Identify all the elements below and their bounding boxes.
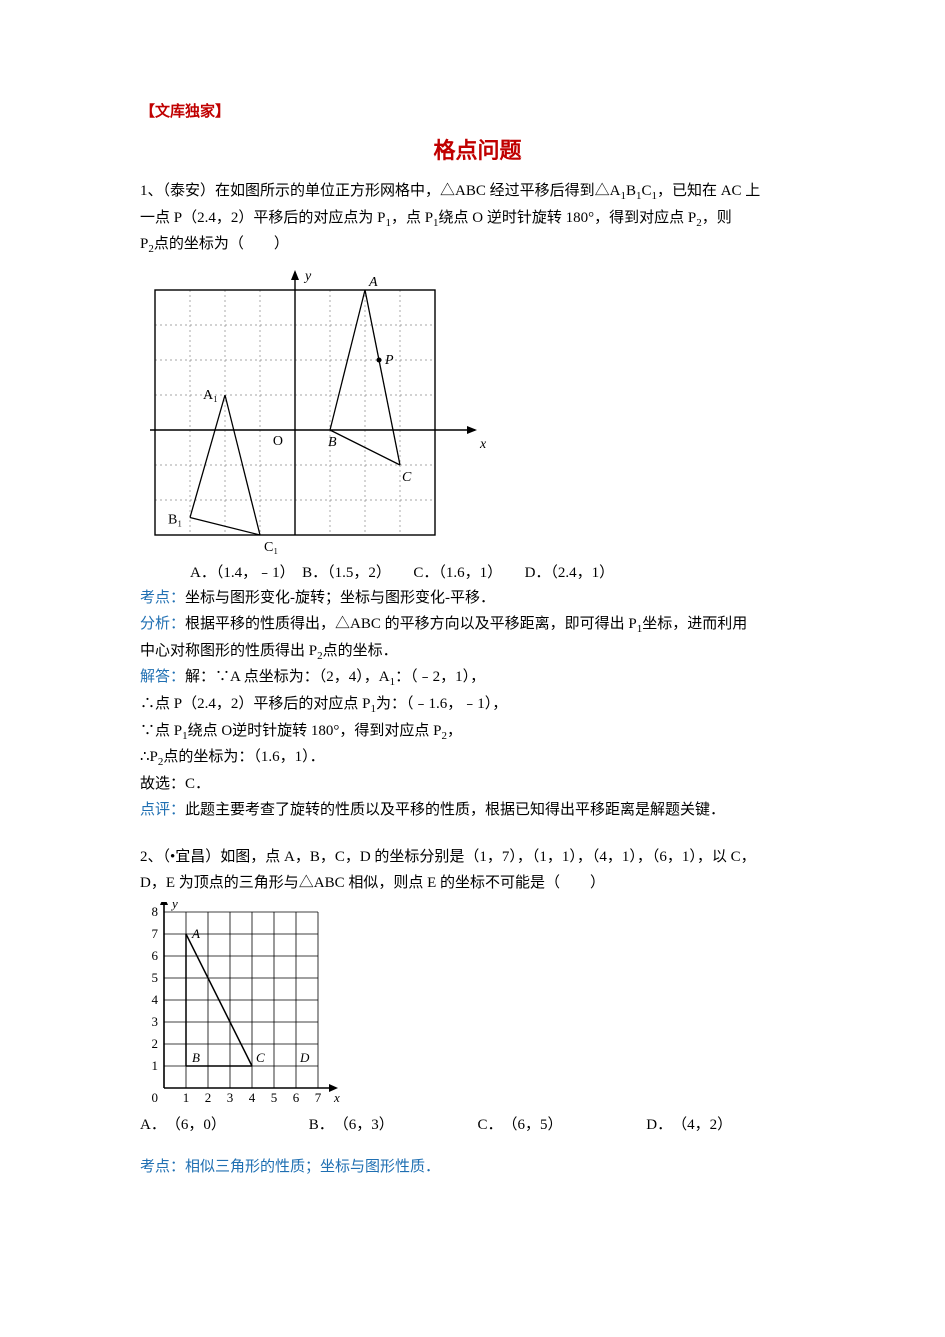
- svg-text:6: 6: [152, 948, 159, 963]
- q1-jie-l5: 故选：C．: [140, 776, 210, 792]
- q1-fenxi-t1: 根据平移的性质得出，△ABC 的平移方向以及平移距离，即可得出 P: [185, 616, 637, 632]
- svg-text:0: 0: [152, 1090, 159, 1105]
- svg-text:1: 1: [152, 1058, 159, 1073]
- document-page: 【文库独家】 格点问题 1、（泰安）在如图所示的单位正方形网格中，△ABC 经过…: [0, 0, 945, 1337]
- q1-jie-l3c: ，: [447, 723, 462, 739]
- svg-text:A: A: [368, 275, 378, 290]
- q1-jie-l3b: 绕点 O逆时针旋转 180°，得到对应点 P: [188, 723, 442, 739]
- q1-fenxi-label: 分析：: [140, 616, 185, 632]
- document-tag: 【文库独家】: [140, 100, 815, 126]
- svg-text:C₁: C₁: [264, 540, 278, 555]
- q1-line2a: 一点 P（2.4，2）平移后的对应点为 P: [140, 210, 385, 226]
- q1-line1c: C: [641, 183, 651, 199]
- svg-text:A: A: [191, 926, 200, 941]
- q2-line1: 2、（•宜昌）如图，点 A，B，C，D 的坐标分别是（1，7），（1，1），（4…: [140, 845, 815, 871]
- svg-text:4: 4: [249, 1090, 256, 1105]
- q1-kaodian-label: 考点：: [140, 590, 185, 606]
- q1-line2b: ，点 P: [391, 210, 433, 226]
- svg-text:1: 1: [183, 1090, 190, 1105]
- q1-jie-l1b: ：（﹣2，1），: [395, 669, 485, 685]
- q1-line1d: ，已知在 AC 上: [657, 183, 760, 199]
- page-title: 格点问题: [140, 132, 815, 169]
- svg-text:y: y: [303, 269, 312, 284]
- q2-choice-c: C． （6，5）: [478, 1113, 647, 1139]
- q1-kaodian-text: 坐标与图形变化-旋转；坐标与图形变化-平移．: [185, 590, 495, 606]
- q1-jie-l1a: 解：∵A 点坐标为：（2，4），A: [185, 669, 390, 685]
- q1-jie-l2b: 为：（﹣1.6，﹣1），: [376, 696, 507, 712]
- svg-text:y: y: [170, 902, 178, 911]
- svg-text:3: 3: [227, 1090, 234, 1105]
- svg-text:6: 6: [293, 1090, 300, 1105]
- svg-text:3: 3: [152, 1014, 159, 1029]
- svg-text:7: 7: [152, 926, 159, 941]
- q1-jie-l4b: 点的坐标为：（1.6，1）．: [163, 749, 324, 765]
- svg-text:P: P: [384, 353, 394, 368]
- svg-text:5: 5: [152, 970, 159, 985]
- svg-text:B₁: B₁: [168, 512, 182, 527]
- svg-text:C: C: [256, 1050, 265, 1065]
- svg-text:x: x: [333, 1090, 340, 1105]
- svg-text:D: D: [299, 1050, 310, 1065]
- q2-choice-a: A． （6，0）: [140, 1113, 309, 1139]
- svg-text:B: B: [328, 435, 337, 450]
- svg-text:8: 8: [152, 904, 159, 919]
- question-1-figure: x y O A P B C A₁ B₁ C₁: [150, 265, 815, 555]
- svg-text:7: 7: [315, 1090, 322, 1105]
- question-2-text: 2、（•宜昌）如图，点 A，B，C，D 的坐标分别是（1，7），（1，1），（4…: [140, 845, 815, 896]
- svg-text:O: O: [273, 434, 283, 449]
- q1-dianping-label: 点评：: [140, 802, 185, 818]
- question-2-figure: 1234567123456780xyABCD: [140, 902, 815, 1107]
- svg-text:C: C: [402, 470, 412, 485]
- q2-choice-d: D． （4，2）: [646, 1113, 815, 1139]
- q2-kaodian-label: 考点：: [140, 1159, 185, 1175]
- q1-line2c: 绕点 O 逆时针旋转 180°，得到对应点 P: [439, 210, 697, 226]
- svg-text:2: 2: [205, 1090, 212, 1105]
- q2-svg: 1234567123456780xyABCD: [140, 902, 340, 1107]
- svg-text:A₁: A₁: [203, 388, 218, 403]
- question-1-choices: A．（1.4，﹣1） B．（1.5，2） C．（1.6，1） D．（2.4，1）: [140, 561, 815, 587]
- q1-jie-l2a: ∴点 P（2.4，2）平移后的对应点 P: [140, 696, 370, 712]
- q1-dianping-text: 此题主要考查了旋转的性质以及平移的性质，根据已知得出平移距离是解题关键．: [185, 802, 725, 818]
- q1-fenxi-t3: 中心对称图形的性质得出 P: [140, 643, 317, 659]
- q1-jie-l3a: ∵点 P: [140, 723, 182, 739]
- q1-line1a: 1、（泰安）在如图所示的单位正方形网格中，△ABC 经过平移后得到△A: [140, 183, 620, 199]
- q1-jie-l4a: ∴P: [140, 749, 158, 765]
- q1-jieda-label: 解答：: [140, 669, 185, 685]
- svg-text:2: 2: [152, 1036, 159, 1051]
- q2-kaodian-text: 相似三角形的性质；坐标与图形性质．: [185, 1159, 440, 1175]
- q2-choice-b: B． （6，3）: [309, 1113, 478, 1139]
- svg-text:4: 4: [152, 992, 159, 1007]
- svg-text:x: x: [479, 437, 487, 452]
- q1-fenxi-t4: 点的坐标．: [323, 643, 398, 659]
- q2-line2: D，E 为顶点的三角形与△ABC 相似，则点 E 的坐标不可能是（ ）: [140, 871, 815, 897]
- q1-line2d: ，则: [702, 210, 732, 226]
- svg-text:5: 5: [271, 1090, 278, 1105]
- q1-fenxi-t2: 坐标，进而利用: [642, 616, 747, 632]
- q1-svg: x y O A P B C A₁ B₁ C₁: [150, 265, 490, 555]
- svg-text:B: B: [192, 1050, 200, 1065]
- q1-line3b: 点的坐标为（ ）: [154, 236, 289, 252]
- question-2-choices: A． （6，0） B． （6，3） C． （6，5） D． （4，2）: [140, 1113, 815, 1139]
- question-1-text: 1、（泰安）在如图所示的单位正方形网格中，△ABC 经过平移后得到△A1B1C1…: [140, 179, 815, 259]
- q1-line1b: B: [626, 183, 636, 199]
